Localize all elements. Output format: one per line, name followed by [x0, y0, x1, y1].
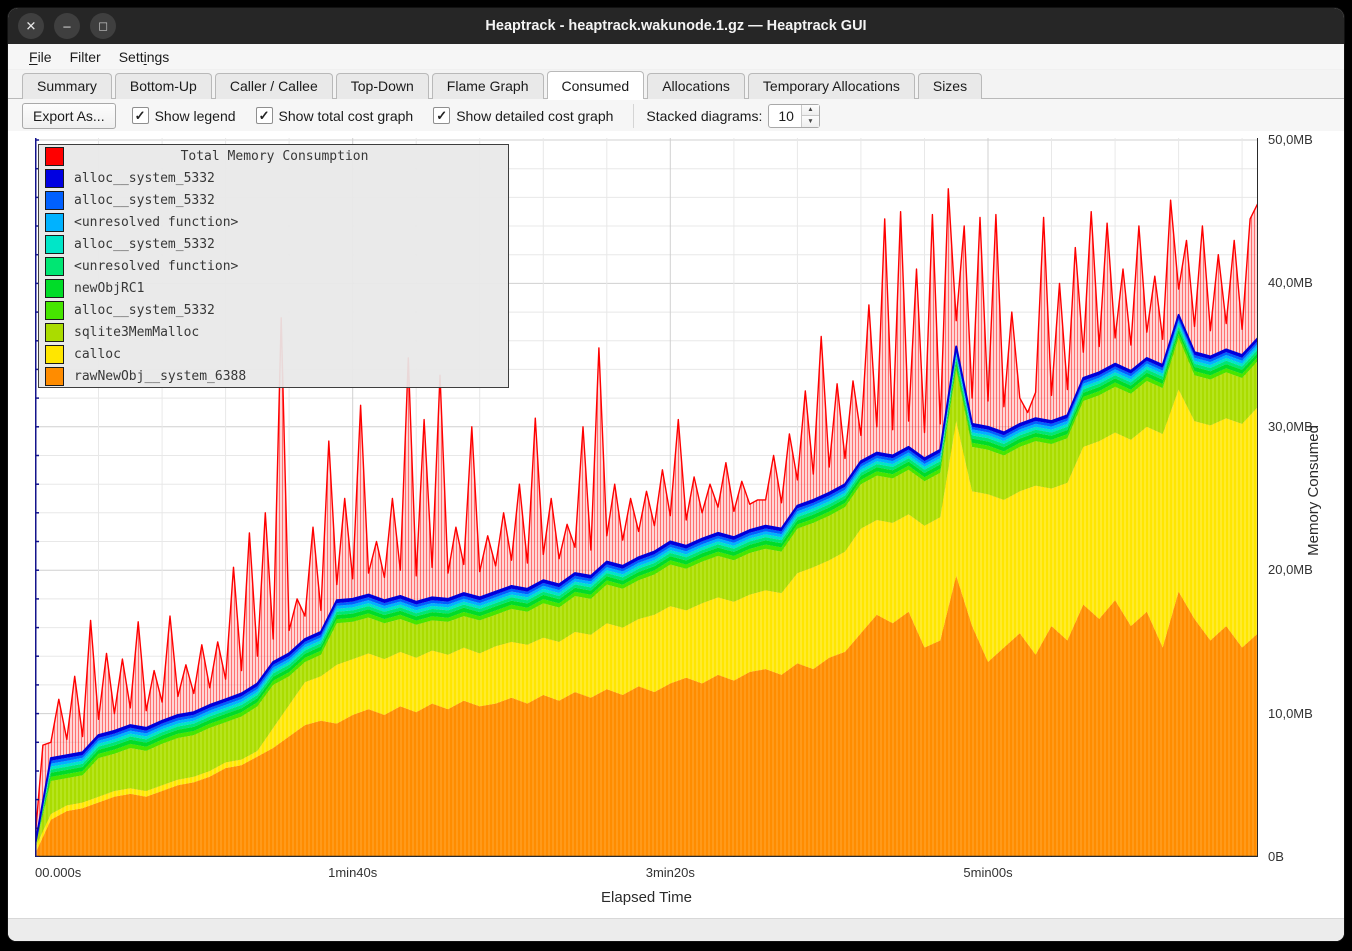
stacked-diagrams-spinbox[interactable]: 10 ▲ ▼: [768, 103, 820, 128]
checkbox-show-legend[interactable]: ✓ Show legend: [131, 107, 236, 124]
app-window: ✕ – □ Heaptrack - heaptrack.wakunode.1.g…: [8, 8, 1344, 941]
tab-temporary-allocations[interactable]: Temporary Allocations: [747, 73, 915, 99]
maximize-icon: □: [99, 18, 107, 33]
tab-caller-callee[interactable]: Caller / Callee: [214, 73, 333, 99]
chart-legend: Total Memory Consumption alloc__system_53…: [38, 144, 509, 388]
spinbox-down-arrow[interactable]: ▼: [801, 116, 819, 127]
legend-label: alloc__system_5332: [74, 302, 215, 318]
checkbox-label: Show detailed cost graph: [456, 107, 614, 124]
toolbar: Export As... ✓ Show legend ✓ Show total cos…: [8, 99, 1344, 132]
legend-item: alloc__system_5332: [39, 167, 508, 189]
legend-label: sqlite3MemMalloc: [74, 324, 200, 340]
tab-flame-graph[interactable]: Flame Graph: [431, 73, 544, 99]
menu-item-settings[interactable]: Settings: [118, 48, 170, 65]
checkbox-show-total-cost-graph[interactable]: ✓ Show total cost graph: [255, 107, 414, 124]
plot-area[interactable]: [35, 138, 1258, 857]
menu-item-file[interactable]: File: [29, 48, 52, 65]
legend-title-row: Total Memory Consumption: [39, 145, 508, 167]
legend-label: alloc__system_5332: [74, 170, 215, 186]
close-icon: ✕: [25, 18, 37, 33]
tab-bar: Summary Bottom-Up Caller / Callee Top-Down F…: [8, 70, 1344, 99]
legend-item: calloc: [39, 343, 508, 365]
spinbox-value[interactable]: 10: [778, 108, 794, 124]
y-tick-label: 30,0MB: [1268, 418, 1313, 434]
legend-label: newObjRC1: [74, 280, 145, 296]
x-tick-label: 3min20s: [645, 865, 695, 880]
legend-item: rawNewObj__system_6388: [39, 365, 508, 387]
tab-bottom-up[interactable]: Bottom-Up: [114, 73, 212, 99]
legend-item: <unresolved function>: [39, 255, 508, 277]
minimize-icon: –: [63, 18, 71, 33]
legend-swatch: [45, 366, 64, 386]
legend-label: rawNewObj__system_6388: [74, 368, 247, 384]
tab-sizes[interactable]: Sizes: [917, 73, 983, 99]
tab-top-down[interactable]: Top-Down: [335, 73, 429, 99]
legend-swatch: [45, 300, 64, 320]
legend-label: alloc__system_5332: [74, 192, 215, 208]
close-button[interactable]: ✕: [18, 13, 44, 39]
memory-consumption-chart: Total Memory Consumption alloc__system_53…: [8, 131, 1344, 918]
legend-title: Total Memory Consumption: [180, 148, 369, 164]
legend-label: <unresolved function>: [74, 258, 239, 274]
export-as-button[interactable]: Export As...: [22, 102, 116, 129]
legend-label: alloc__system_5332: [74, 236, 215, 252]
status-bar: [8, 918, 1344, 941]
legend-swatch: [45, 344, 64, 364]
stacked-diagrams-group: Stacked diagrams: 10 ▲ ▼: [633, 103, 820, 128]
x-tick-label: 5min00s: [963, 865, 1013, 880]
checkbox-label: Show legend: [154, 107, 236, 124]
tab-consumed[interactable]: Consumed: [546, 71, 645, 99]
legend-swatch: [45, 256, 64, 276]
title-bar: ✕ – □ Heaptrack - heaptrack.wakunode.1.g…: [8, 8, 1344, 44]
checkbox-box[interactable]: ✓: [433, 107, 451, 124]
legend-swatch: [45, 190, 64, 210]
menu-item-filter[interactable]: Filter: [69, 48, 101, 65]
x-axis-title: Elapsed Time: [601, 889, 692, 906]
window-title: Heaptrack - heaptrack.wakunode.1.gz — He…: [485, 18, 867, 34]
y-tick-label: 50,0MB: [1268, 132, 1313, 147]
y-tick-label: 20,0MB: [1268, 562, 1313, 578]
y-axis-title: Memory Consumed: [1305, 425, 1322, 556]
checkbox-box[interactable]: ✓: [131, 107, 149, 124]
stacked-diagrams-label: Stacked diagrams:: [646, 107, 763, 124]
y-tick-label: 40,0MB: [1268, 275, 1313, 291]
legend-label: <unresolved function>: [74, 214, 239, 230]
legend-swatch: [45, 322, 64, 342]
legend-item: <unresolved function>: [39, 211, 508, 233]
y-tick-label: 10,0MB: [1268, 705, 1313, 721]
minimize-button[interactable]: –: [54, 13, 80, 39]
checkbox-box[interactable]: ✓: [255, 107, 273, 124]
x-tick-label: 00.000s: [35, 865, 82, 880]
tab-allocations[interactable]: Allocations: [647, 73, 745, 99]
maximize-button[interactable]: □: [90, 13, 116, 39]
legend-item: sqlite3MemMalloc: [39, 321, 508, 343]
checkbox-group: ✓ Show legend ✓ Show total cost graph ✓ Show …: [131, 107, 634, 124]
legend-label: calloc: [74, 346, 121, 362]
y-tick-label: 0B: [1268, 849, 1284, 864]
legend-item: newObjRC1: [39, 277, 508, 299]
spinbox-up-arrow[interactable]: ▲: [801, 104, 819, 116]
legend-swatch: [45, 234, 64, 254]
legend-item: alloc__system_5332: [39, 299, 508, 321]
x-tick-label: 1min40s: [328, 865, 378, 880]
legend-item: alloc__system_5332: [39, 233, 508, 255]
checkbox-label: Show total cost graph: [278, 107, 414, 124]
legend-item: alloc__system_5332: [39, 189, 508, 211]
legend-swatch: [45, 168, 64, 188]
menu-bar: File Filter Settings: [8, 44, 1344, 70]
legend-swatch-total: [45, 146, 64, 166]
checkbox-show-detailed-cost-graph[interactable]: ✓ Show detailed cost graph: [433, 107, 613, 124]
legend-swatch: [45, 278, 64, 298]
legend-swatch: [45, 212, 64, 232]
tab-summary[interactable]: Summary: [22, 73, 112, 99]
